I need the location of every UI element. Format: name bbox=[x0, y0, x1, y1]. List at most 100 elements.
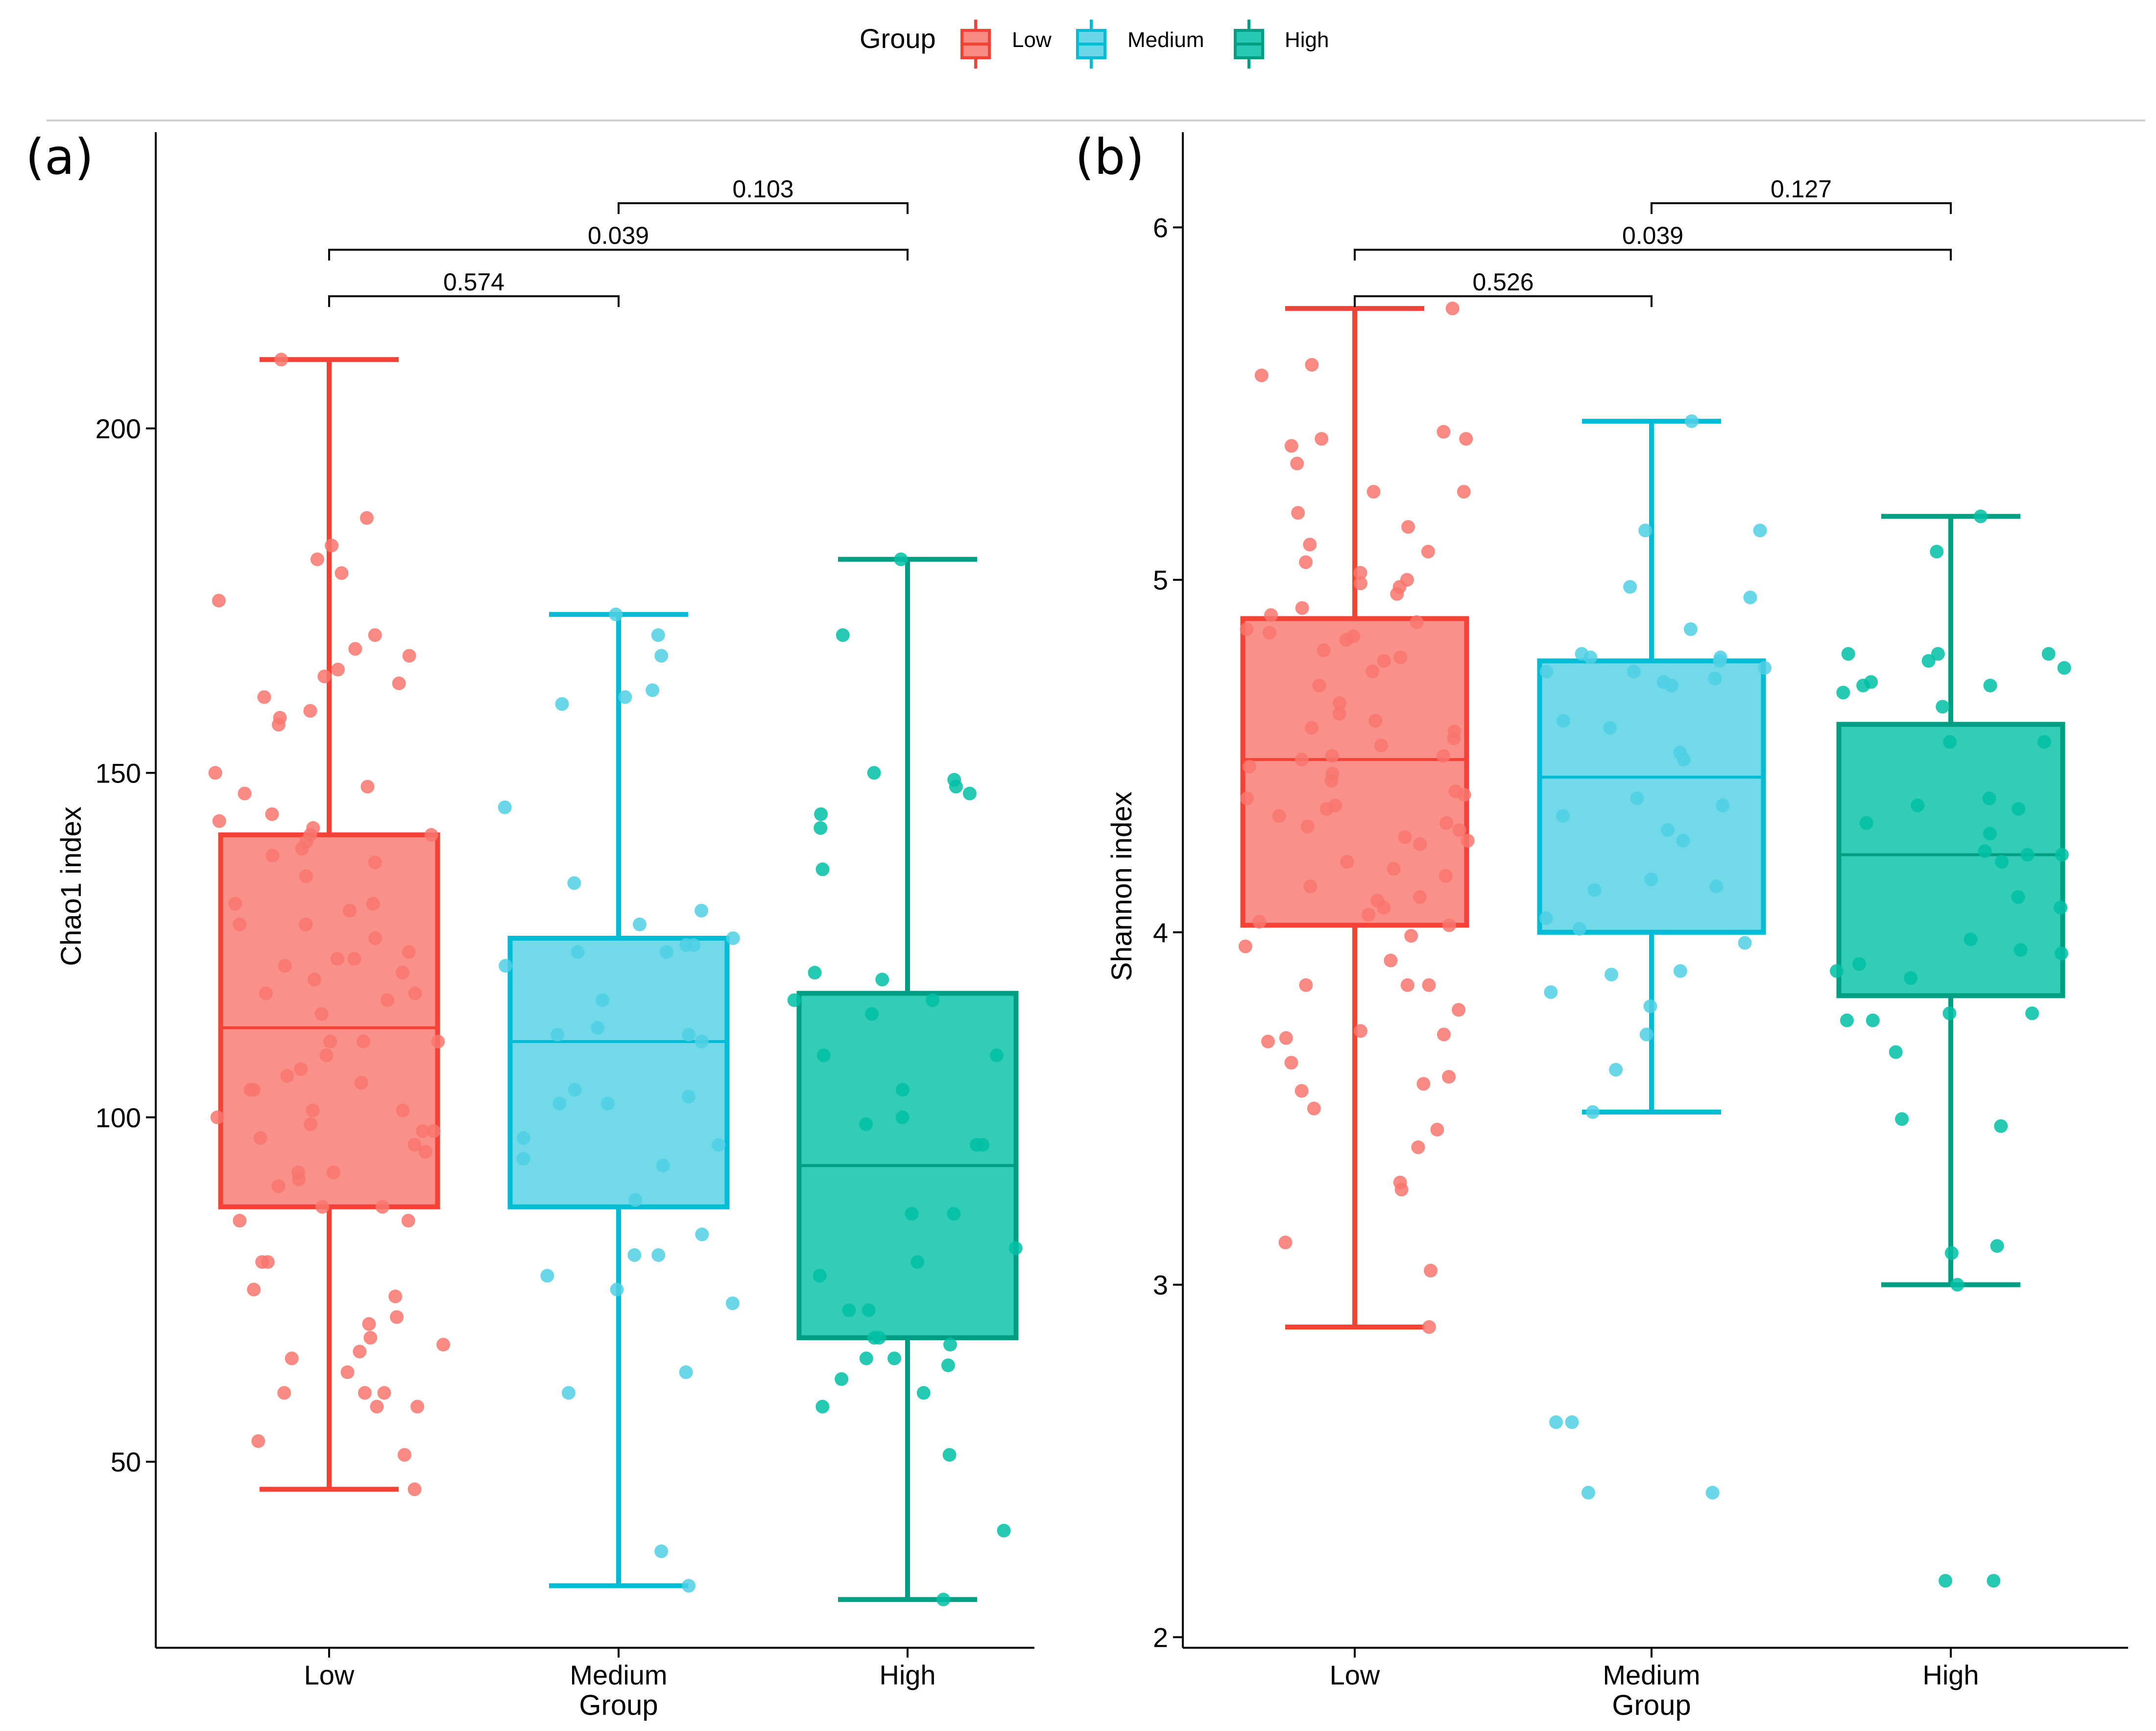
data-point bbox=[990, 1048, 1004, 1063]
data-point bbox=[306, 821, 320, 835]
data-point bbox=[1639, 1027, 1653, 1042]
data-point bbox=[787, 993, 801, 1007]
data-point bbox=[363, 1330, 378, 1345]
data-point bbox=[1422, 978, 1436, 992]
data-point bbox=[1374, 738, 1388, 753]
data-point bbox=[397, 1448, 411, 1462]
data-point bbox=[894, 552, 908, 567]
data-point bbox=[335, 566, 349, 580]
data-point bbox=[1430, 1122, 1444, 1137]
data-point bbox=[1708, 671, 1722, 686]
data-point bbox=[1864, 675, 1878, 689]
legend-label-low: Low bbox=[1012, 28, 1052, 52]
data-point bbox=[1461, 833, 1475, 848]
data-point bbox=[936, 1592, 951, 1607]
y-tick-label: 5 bbox=[1153, 565, 1168, 595]
data-point bbox=[1439, 816, 1454, 830]
panel-label: (b) bbox=[1075, 128, 1145, 186]
data-point bbox=[1549, 1415, 1563, 1429]
bracket-line bbox=[1651, 202, 1952, 214]
data-point bbox=[354, 1076, 368, 1090]
data-point bbox=[896, 1083, 910, 1097]
x-tick-label: Medium bbox=[570, 1660, 667, 1690]
data-point bbox=[408, 986, 422, 1000]
data-point bbox=[1575, 647, 1589, 661]
data-point bbox=[1340, 854, 1354, 869]
data-point bbox=[1705, 1486, 1720, 1500]
data-point bbox=[280, 1069, 294, 1083]
data-point bbox=[2012, 802, 2026, 816]
data-point bbox=[368, 931, 383, 945]
box-low bbox=[1240, 306, 1469, 1330]
y-tick-label: 200 bbox=[96, 413, 141, 444]
data-point bbox=[307, 972, 321, 987]
data-point bbox=[271, 1179, 286, 1193]
data-point bbox=[1299, 978, 1313, 992]
data-point bbox=[370, 1399, 384, 1414]
data-point bbox=[1393, 650, 1408, 664]
significance-bracket: 0.039 bbox=[328, 222, 909, 261]
data-point bbox=[357, 1035, 370, 1048]
data-point bbox=[1978, 844, 1992, 858]
p-value-label: 0.039 bbox=[1622, 222, 1683, 249]
data-point bbox=[596, 993, 610, 1007]
data-point bbox=[499, 959, 513, 973]
data-point bbox=[628, 1193, 642, 1207]
data-point bbox=[1709, 879, 1724, 894]
data-point bbox=[1556, 809, 1570, 823]
data-point bbox=[1424, 1263, 1437, 1278]
data-point bbox=[808, 966, 822, 980]
x-axis-title: Group bbox=[579, 1689, 658, 1721]
box-medium bbox=[507, 612, 730, 1589]
data-point bbox=[1445, 301, 1460, 315]
data-point bbox=[1936, 700, 1950, 714]
y-tick-label: 3 bbox=[1153, 1270, 1168, 1301]
data-point bbox=[887, 1352, 901, 1366]
data-point bbox=[1983, 827, 1997, 841]
data-point bbox=[947, 1207, 961, 1221]
data-point bbox=[875, 972, 889, 987]
data-point bbox=[1457, 485, 1471, 499]
data-point bbox=[255, 1255, 269, 1269]
data-point bbox=[274, 353, 288, 367]
data-point bbox=[1305, 358, 1319, 372]
data-point bbox=[360, 780, 375, 794]
data-point bbox=[1716, 798, 1730, 812]
data-point bbox=[601, 1096, 615, 1111]
data-point bbox=[947, 773, 961, 787]
data-point bbox=[265, 849, 280, 863]
data-point bbox=[1930, 545, 1944, 559]
data-point bbox=[247, 1282, 261, 1297]
data-point bbox=[555, 697, 569, 711]
data-point bbox=[1264, 608, 1278, 622]
legend-label-high: High bbox=[1285, 28, 1329, 52]
data-point bbox=[1353, 566, 1367, 580]
data-point bbox=[1303, 879, 1318, 894]
data-point bbox=[1623, 580, 1637, 594]
panel-label: (a) bbox=[25, 128, 94, 186]
data-point bbox=[1411, 1140, 1425, 1154]
data-point bbox=[210, 1110, 224, 1124]
data-point bbox=[627, 1248, 642, 1262]
data-point bbox=[2055, 848, 2069, 862]
data-point bbox=[427, 1124, 441, 1138]
data-point bbox=[2054, 901, 2068, 915]
data-point bbox=[1643, 999, 1657, 1013]
data-point bbox=[1332, 707, 1346, 721]
data-point bbox=[304, 1117, 318, 1131]
data-point bbox=[962, 786, 977, 801]
data-point bbox=[319, 1048, 334, 1063]
data-point bbox=[814, 807, 828, 821]
data-point bbox=[325, 539, 339, 553]
data-point bbox=[1400, 978, 1414, 992]
legend-item-high: High bbox=[1234, 20, 1329, 69]
box-high bbox=[1836, 514, 2065, 1287]
data-point bbox=[695, 903, 709, 918]
data-point bbox=[243, 1083, 258, 1097]
data-point bbox=[1240, 791, 1254, 806]
data-point bbox=[1638, 523, 1653, 538]
p-value-label: 0.127 bbox=[1771, 175, 1832, 203]
data-point bbox=[1994, 1119, 2008, 1133]
points-low bbox=[208, 353, 451, 1496]
